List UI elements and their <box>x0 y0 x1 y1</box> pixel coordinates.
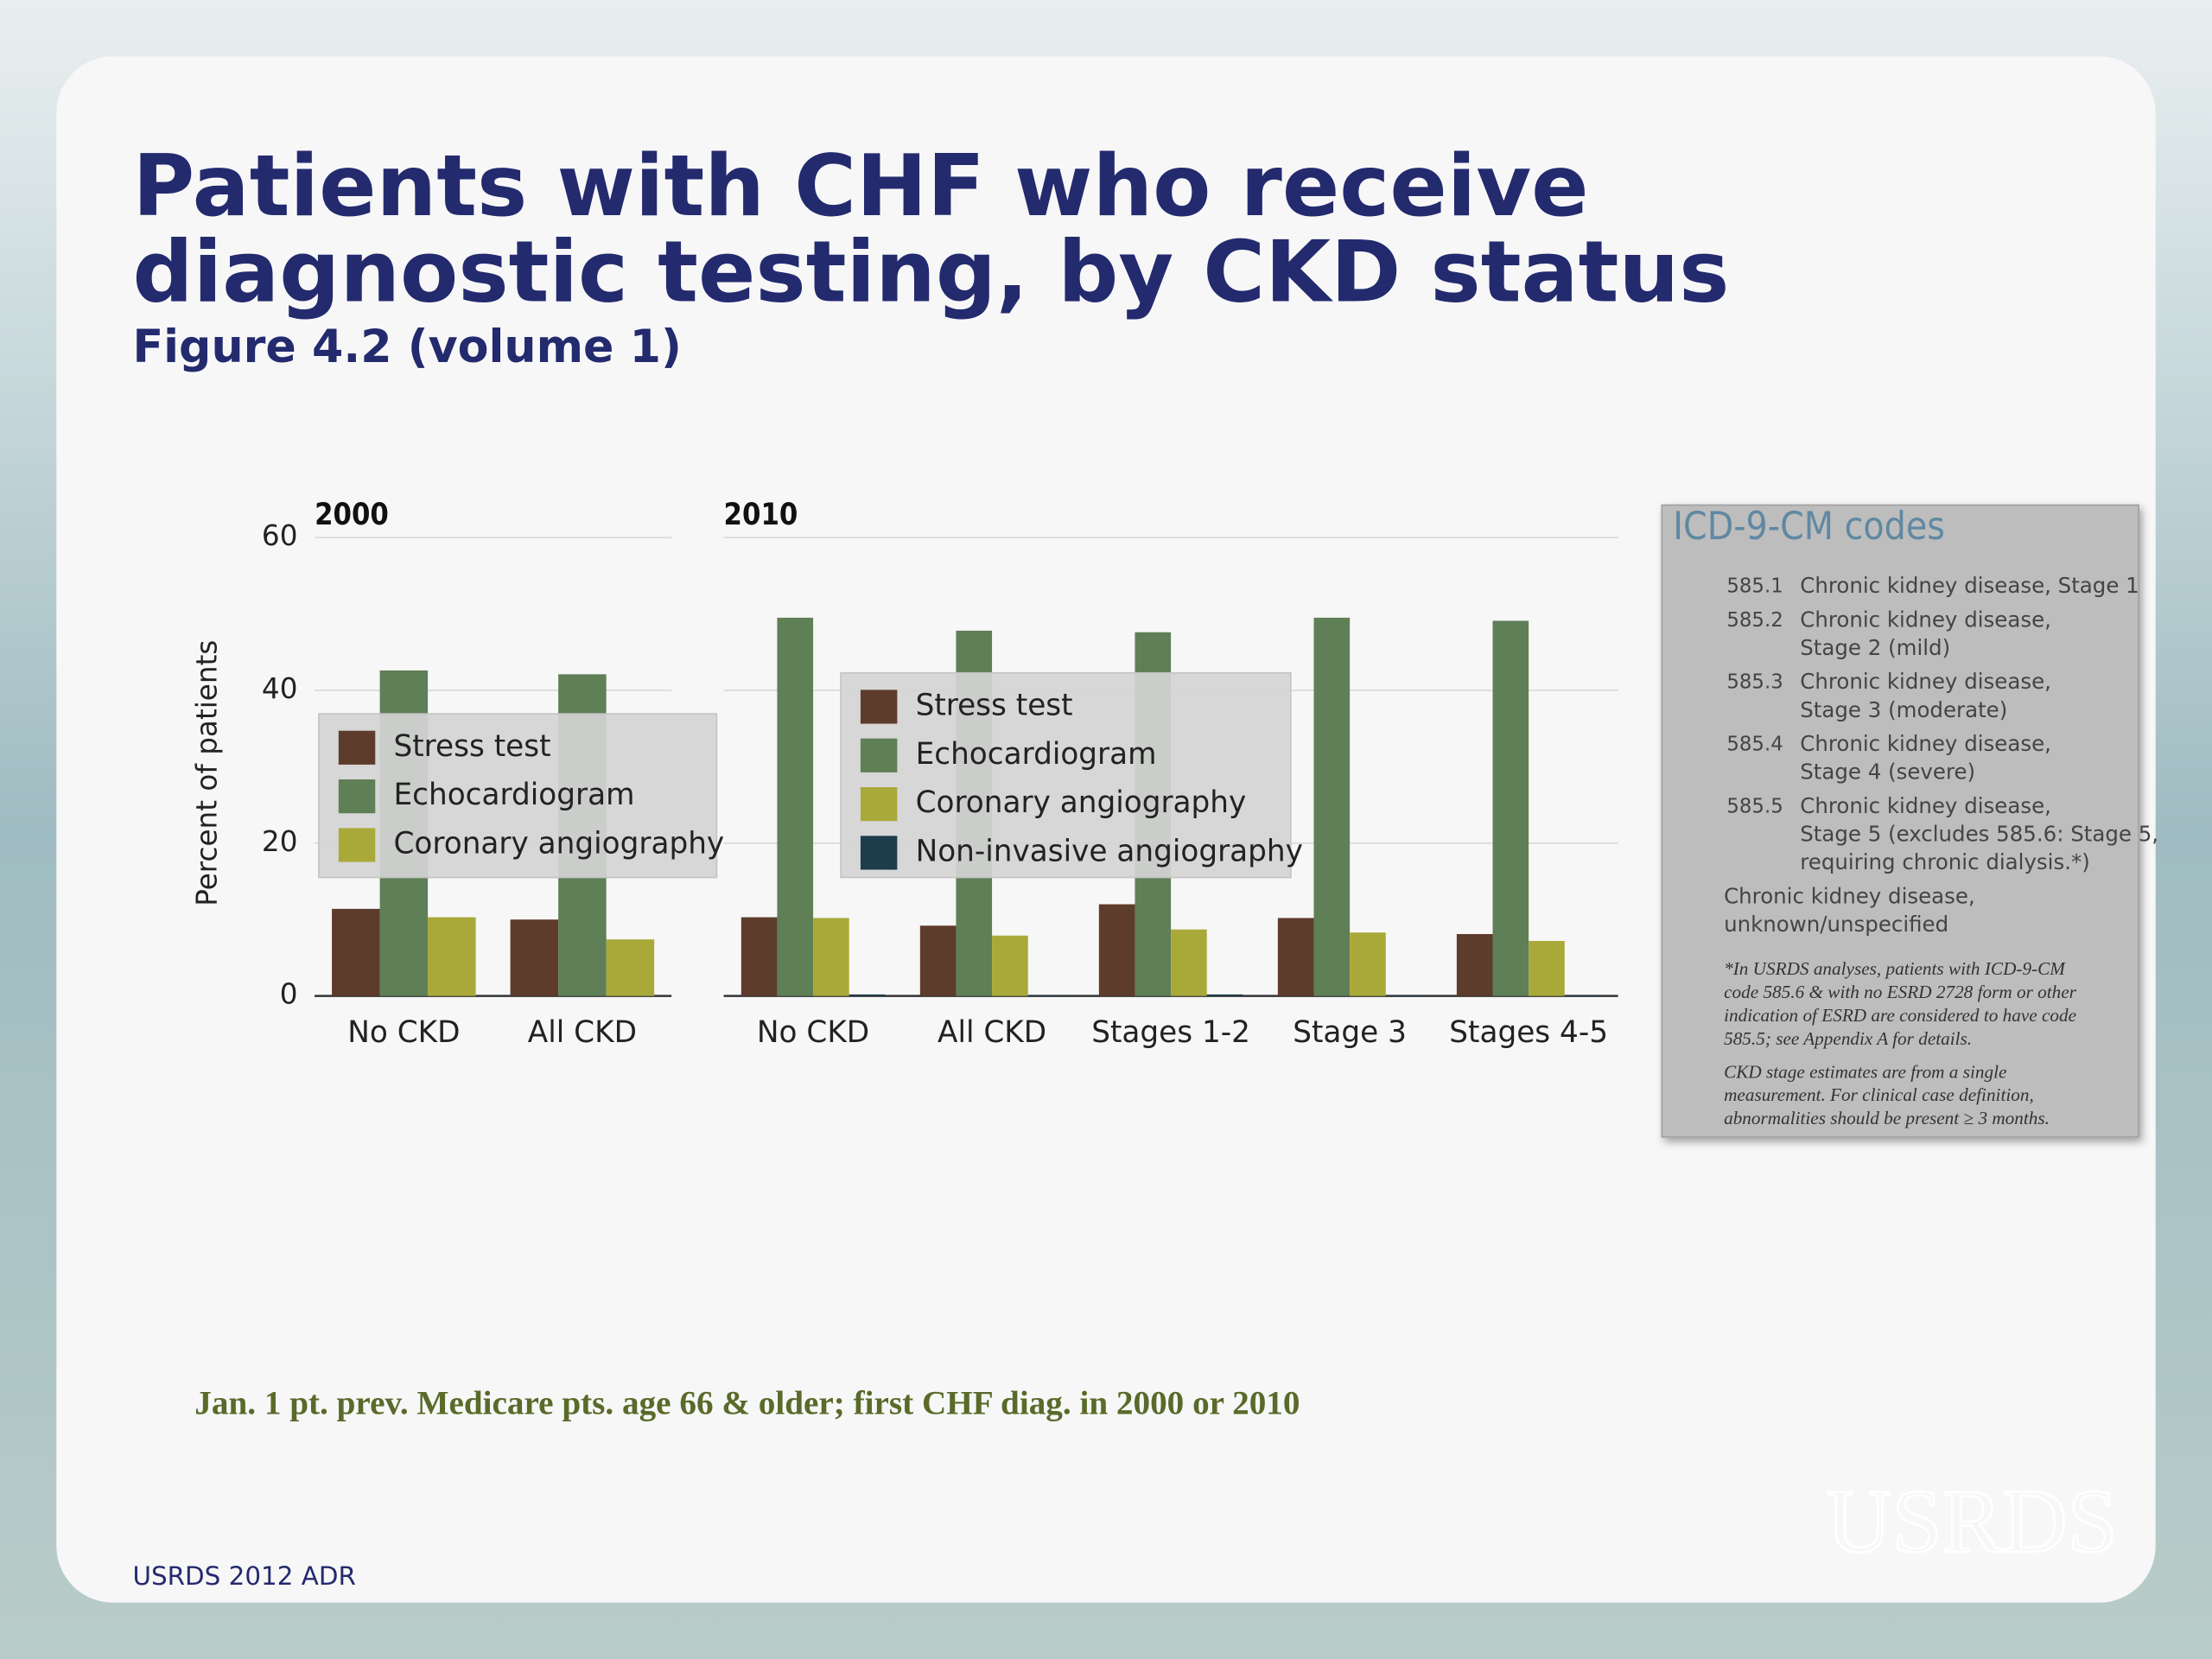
code-desc: requiring chronic dialysis.*) <box>1800 849 2090 874</box>
x-tick-label: Stages 1-2 <box>1091 1015 1250 1050</box>
bar <box>606 939 655 996</box>
legend-swatch <box>338 828 376 862</box>
y-tick-label: 0 <box>280 978 298 1011</box>
note: indication of ESRD are considered to hav… <box>1724 1005 2076 1026</box>
legend-label: Non-invasive angiography <box>916 834 1303 868</box>
legend-swatch <box>338 779 376 814</box>
legend-label: Echocardiogram <box>916 737 1157 772</box>
bar <box>1027 995 1065 996</box>
title-line: Patients with CHF who receive <box>132 137 1588 236</box>
note: abnormalities should be present ≥ 3 mont… <box>1724 1108 2050 1128</box>
code-desc: Chronic kidney disease, <box>1800 793 2051 818</box>
legend-swatch <box>338 730 376 765</box>
legend-label: Coronary angiography <box>394 826 725 861</box>
bar <box>777 617 814 996</box>
x-tick-label: Stage 3 <box>1293 1015 1407 1050</box>
legend-box <box>840 671 1292 879</box>
code-desc: Chronic kidney disease, <box>1724 883 1975 908</box>
x-tick-label: Stages 4-5 <box>1449 1015 1608 1050</box>
title-line: diagnostic testing, by CKD status <box>132 223 1729 321</box>
logo: USRDS <box>1827 1471 2118 1571</box>
code-desc: Chronic kidney disease, <box>1800 669 2051 694</box>
bar <box>849 994 886 996</box>
code-desc: Chronic kidney disease, <box>1800 607 2051 632</box>
legend-swatch <box>860 738 898 772</box>
bar <box>1206 994 1243 996</box>
x-tick-label: All CKD <box>938 1015 1046 1050</box>
y-tick-label: 20 <box>262 825 298 858</box>
footnote: Jan. 1 pt. prev. Medicare pts. age 66 & … <box>194 1385 1300 1422</box>
code-desc: Chronic kidney disease, <box>1800 731 2051 756</box>
note: code 585.6 & with no ESRD 2728 form or o… <box>1724 982 2077 1002</box>
bar <box>1492 620 1529 996</box>
code-desc: Stage 4 (severe) <box>1800 760 1975 785</box>
chart-title: 2000 <box>315 498 389 532</box>
chart-title: 2010 <box>724 498 798 532</box>
legend-label: Stress test <box>916 688 1073 722</box>
bar <box>428 917 476 996</box>
codes-box: ICD-9-CM codes 585.1 Chronic kidney disea… <box>1661 504 2158 1138</box>
legend-box <box>318 713 718 879</box>
bar <box>1385 995 1422 996</box>
x-tick-label: All CKD <box>528 1015 637 1050</box>
code: 585.1 <box>1726 575 1783 598</box>
note: 585.5; see Appendix A for details. <box>1724 1028 1972 1049</box>
legend-swatch <box>860 787 898 822</box>
bar <box>1564 995 1601 996</box>
bar <box>919 925 957 996</box>
legend-swatch <box>860 836 898 870</box>
bar <box>1456 934 1493 996</box>
legend-swatch <box>860 690 898 724</box>
bar <box>1098 904 1135 996</box>
bar <box>332 908 380 996</box>
bar <box>1313 617 1351 996</box>
codes-box-bg <box>1661 504 2139 1138</box>
legend-label: Stress test <box>394 729 551 764</box>
code-desc: Stage 5 (excludes 585.6: Stage 5, <box>1800 822 2158 847</box>
x-tick-label: No CKD <box>347 1015 460 1050</box>
footer: USRDS 2012 ADR <box>132 1561 355 1591</box>
bar <box>813 918 849 996</box>
bar <box>510 919 559 996</box>
note: CKD stage estimates are from a single <box>1724 1061 2006 1082</box>
y-axis-label: Percent of patients <box>191 640 224 906</box>
note: measurement. For clinical case definitio… <box>1724 1084 2034 1105</box>
subtitle: Figure 4.2 (volume 1) <box>132 321 681 373</box>
legend-label: Coronary angiography <box>916 785 1247 820</box>
code: 585.2 <box>1726 609 1783 632</box>
y-tick-label: 60 <box>262 519 298 552</box>
bar <box>1171 929 1207 996</box>
bar <box>992 935 1028 996</box>
x-tick-label: No CKD <box>757 1015 869 1050</box>
code-desc: Chronic kidney disease, Stage 1 <box>1800 573 2139 598</box>
bar <box>741 917 778 996</box>
note: *In USRDS analyses, patients with ICD-9-… <box>1724 958 2066 979</box>
bar <box>1350 932 1386 996</box>
bar <box>1529 940 1565 996</box>
y-tick-label: 40 <box>262 672 298 705</box>
bar <box>1277 918 1314 996</box>
code: 585.3 <box>1726 671 1783 694</box>
code-desc: unknown/unspecified <box>1724 912 1948 937</box>
code-desc: Stage 3 (moderate) <box>1800 697 2007 722</box>
code: 585.4 <box>1726 734 1783 756</box>
code-desc: Stage 2 (mild) <box>1800 635 1950 660</box>
codes-title: ICD-9-CM codes <box>1673 505 1945 549</box>
legend-label: Echocardiogram <box>394 778 635 812</box>
code: 585.5 <box>1726 795 1783 817</box>
